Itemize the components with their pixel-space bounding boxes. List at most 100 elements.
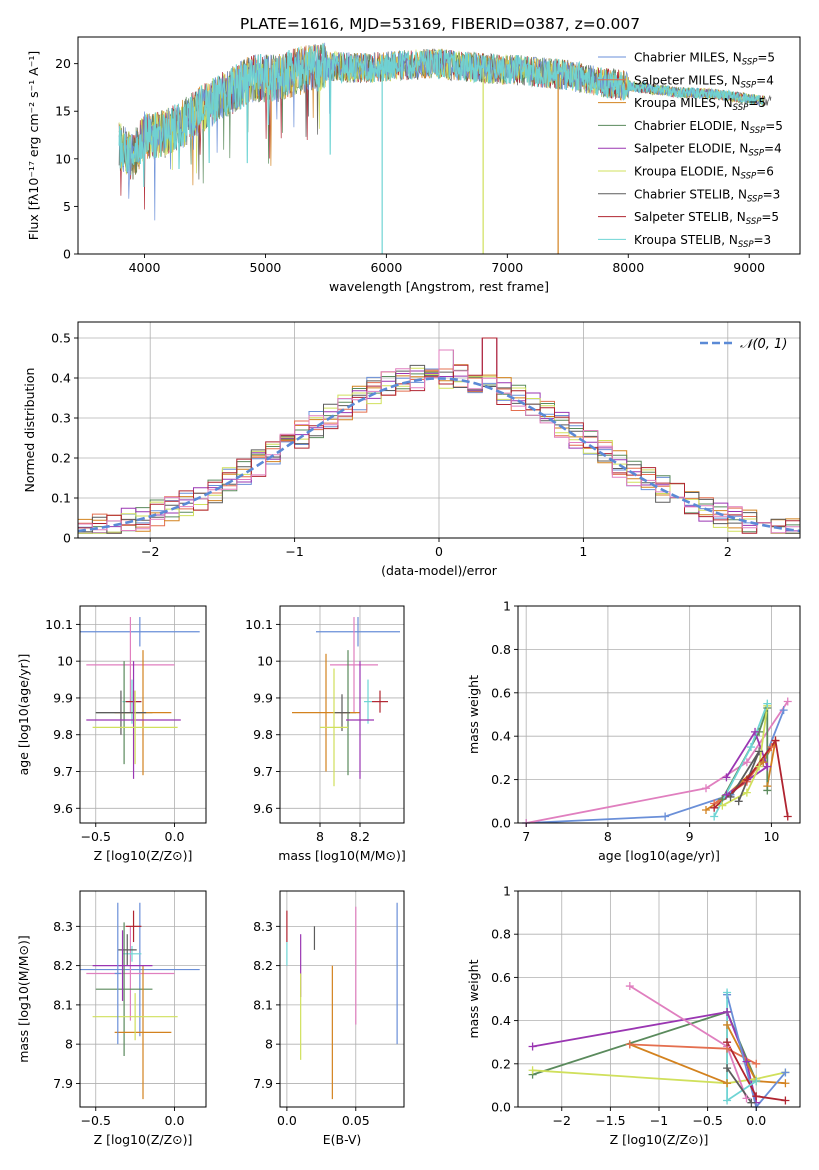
y-tick-label: 8 xyxy=(265,1037,273,1052)
weight-point-marker xyxy=(783,697,792,706)
y-tick-label: 0 xyxy=(63,247,71,262)
legend-label-main: Chabrier ELODIE, N xyxy=(634,119,750,133)
weight-point-marker xyxy=(625,982,634,991)
y-tick-label: 0.6 xyxy=(491,970,511,985)
y-tick-label: 0.6 xyxy=(491,685,511,700)
x-tick-label: 0.0 xyxy=(165,1113,185,1128)
gaussian-reference-curve xyxy=(78,377,800,533)
y-tick-label: 7.9 xyxy=(253,1076,273,1091)
y-tick-label: 9.6 xyxy=(53,801,73,816)
legend-label-main: Chabrier MILES, N xyxy=(634,51,742,65)
y-tick-label: 10.1 xyxy=(245,617,273,632)
weight-point-marker xyxy=(781,1079,790,1088)
legend-label: Kroupa STELIB, NSSP=3 xyxy=(634,233,771,250)
y-tick-label: 9.9 xyxy=(253,690,273,705)
weight-point-marker xyxy=(779,706,788,715)
legend-label: Kroupa ELODIE, NSSP=6 xyxy=(634,165,774,182)
weight-point-marker xyxy=(751,727,760,736)
weight-point-marker xyxy=(528,1042,537,1051)
weight-point-marker xyxy=(752,1092,761,1101)
weight-point-marker xyxy=(781,1068,790,1077)
legend-label-main: Salpeter MILES, N xyxy=(634,73,741,87)
y-tick-label: 0.4 xyxy=(491,729,511,744)
weight-series-salpeter_elodie xyxy=(532,1010,758,1103)
y-tick-label: 8.2 xyxy=(53,958,73,973)
age-vs-Z-panel: −0.5 0.0 9.6 9.7 9.8 9.9 10 10.1 Z [log10(Z/Z⊙)]… xyxy=(16,605,207,863)
weight-point-marker xyxy=(723,1020,732,1029)
legend-label: Chabrier ELODIE, NSSP=5 xyxy=(634,119,783,136)
weight-point-marker xyxy=(752,1059,761,1068)
weight-point-marker xyxy=(755,747,764,756)
x-axis-label: Z [log10(Z/Z⊙)] xyxy=(610,1132,709,1147)
weight-point-marker xyxy=(702,784,710,793)
y-tick-label: 7.9 xyxy=(53,1076,73,1091)
age-vs-mass-panel: 8 8.2 9.6 9.7 9.8 9.9 10 10.1 mass [log10(M/M⊙)] xyxy=(245,605,406,863)
axes-frame xyxy=(279,605,405,824)
y-tick-label: 9.6 xyxy=(253,801,273,816)
plot-area xyxy=(286,902,398,1100)
y-axis-label: Normed distribution xyxy=(22,368,37,493)
legend-label-sub: SSP xyxy=(741,172,757,182)
x-tick-label: 0.0 xyxy=(277,1113,297,1128)
weight-series-chabrier_miles xyxy=(526,709,785,823)
y-tick-label: 0 xyxy=(63,531,71,546)
x-tick-label: 1 xyxy=(579,544,587,559)
histogram-series-salpeter_stelib xyxy=(78,337,800,534)
legend-label-main: Salpeter STELIB, N xyxy=(634,210,746,224)
x-axis-label: wavelength [Angstrom, rest frame] xyxy=(329,279,549,294)
y-tick-label: 10 xyxy=(257,654,273,669)
y-tick-label: 0.2 xyxy=(51,451,71,466)
x-axis-label: E(B-V) xyxy=(323,1132,362,1147)
y-tick-label: 0.4 xyxy=(51,371,71,386)
x-axis-label: Z [log10(Z/Z⊙)] xyxy=(94,1132,193,1147)
plot-area xyxy=(78,337,800,534)
x-tick-label: −0.5 xyxy=(692,1113,722,1128)
weight-point-marker xyxy=(723,988,732,997)
y-axis-label: age [log10(age/yr)] xyxy=(16,654,31,776)
x-tick-label: 0.0 xyxy=(746,1113,766,1128)
x-tick-label: −1.5 xyxy=(595,1113,625,1128)
x-tick-label: −2 xyxy=(141,544,159,559)
x-tick-label: −1 xyxy=(285,544,303,559)
legend-label-suffix: =6 xyxy=(756,165,774,179)
x-tick-label: 0 xyxy=(435,544,443,559)
x-axis-label: Z [log10(Z/Z⊙)] xyxy=(94,848,193,863)
y-tick-label: 0.0 xyxy=(491,1100,511,1115)
legend-label-main: Chabrier STELIB, N xyxy=(634,187,747,201)
x-tick-label: 5000 xyxy=(250,260,282,275)
legend-label: Salpeter ELODIE, NSSP=4 xyxy=(634,142,782,159)
y-tick-label: 0.8 xyxy=(491,642,511,657)
weight-point-marker xyxy=(781,1096,790,1105)
y-tick-label: 10 xyxy=(55,151,71,166)
weight-point-marker xyxy=(755,762,764,771)
weight-series-chabrier_stelib xyxy=(726,1067,753,1104)
spectrum-panel: 4000 5000 6000 7000 8000 9000 0 5 10 15 20 waveleng… xyxy=(26,36,801,294)
weight-vs-Z-panel: −2 −1.5 −1 −0.5 0.0 0.0 0.2 0.4 0.6 0.8 1 Z [log10(… xyxy=(466,884,801,1147)
weight-point-marker xyxy=(746,743,755,752)
x-axis-label: age [log10(age/yr)] xyxy=(598,848,720,863)
legend-label: Salpeter MILES, NSSP=4 xyxy=(634,73,774,90)
weight-point-marker xyxy=(752,1077,761,1086)
x-tick-label: −0.5 xyxy=(81,1113,111,1128)
weight-point-marker xyxy=(528,1066,537,1075)
y-axis-label: mass weight xyxy=(466,959,481,1038)
legend-label-sub: SSP xyxy=(738,240,754,250)
weight-point-marker xyxy=(661,812,670,821)
legend-label-main: Kroupa ELODIE, N xyxy=(634,165,741,179)
y-tick-label: 0.3 xyxy=(51,411,71,426)
y-tick-label: 0.4 xyxy=(491,1013,511,1028)
legend-label-sub: SSP xyxy=(733,103,749,113)
y-tick-label: 0.8 xyxy=(491,927,511,942)
weight-series-chabrier_miles xyxy=(726,994,787,1107)
weight-point-marker xyxy=(742,1057,751,1066)
plot-area xyxy=(118,42,772,254)
x-tick-label: 6000 xyxy=(370,260,402,275)
y-tick-label: 10.1 xyxy=(45,617,73,632)
legend-label-suffix: =5 xyxy=(765,119,783,133)
weight-vs-age-panel: 7 8 9 10 0.0 0.2 0.4 0.6 0.8 1 age [log10(age/yr)]… xyxy=(466,599,801,863)
weight-point-marker xyxy=(722,773,731,782)
x-tick-label: 10 xyxy=(763,829,779,844)
legend-label: Chabrier MILES, NSSP=5 xyxy=(634,51,775,68)
x-tick-label: −2 xyxy=(553,1113,571,1128)
